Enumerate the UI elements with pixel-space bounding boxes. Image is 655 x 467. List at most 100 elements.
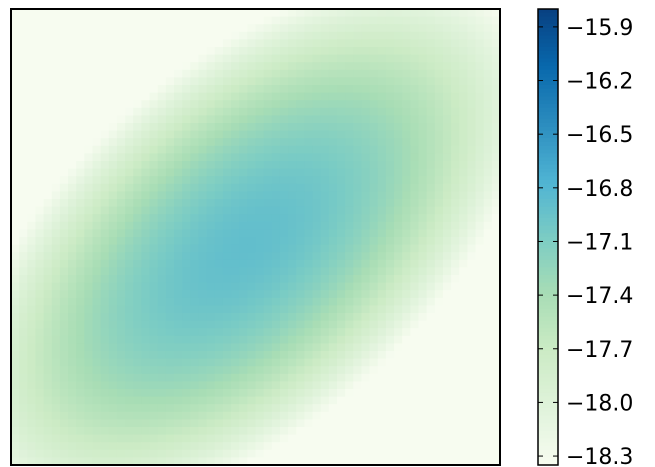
heatmap-cell <box>394 93 403 101</box>
heatmap-cell <box>239 328 248 336</box>
heatmap-cell <box>117 229 126 237</box>
heatmap-cell <box>353 290 362 298</box>
heatmap-cell <box>419 77 428 85</box>
heatmap-cell <box>484 138 493 146</box>
heatmap-cell <box>109 450 118 458</box>
heatmap-cell <box>133 62 142 70</box>
heatmap-cell <box>52 397 61 405</box>
heatmap-cell <box>402 237 411 245</box>
heatmap-cell <box>256 351 265 359</box>
heatmap-cell <box>27 146 36 154</box>
heatmap-cell <box>239 55 248 63</box>
heatmap-cell <box>467 245 476 253</box>
heatmap-cell <box>410 267 419 275</box>
heatmap-cell <box>166 108 175 116</box>
heatmap-cell <box>133 153 142 161</box>
heatmap-cell <box>313 161 322 169</box>
heatmap-cell <box>19 412 28 420</box>
heatmap-cell <box>361 313 370 321</box>
heatmap-cell <box>215 237 224 245</box>
heatmap-cell <box>280 199 289 207</box>
heatmap-cell <box>93 343 102 351</box>
colorbar-segment <box>538 271 558 275</box>
heatmap-cell <box>190 328 199 336</box>
heatmap-cell <box>353 39 362 47</box>
heatmap-cell <box>272 343 281 351</box>
heatmap-cell <box>125 146 134 154</box>
heatmap-cell <box>394 108 403 116</box>
heatmap-cell <box>247 85 256 93</box>
colorbar-segment <box>538 32 558 36</box>
heatmap-cell <box>288 267 297 275</box>
heatmap-cell <box>370 184 379 192</box>
heatmap-cell <box>101 131 110 139</box>
heatmap-cell <box>239 32 248 40</box>
heatmap-cell <box>288 85 297 93</box>
heatmap-cell <box>361 419 370 427</box>
heatmap-cell <box>361 153 370 161</box>
heatmap-cell <box>378 305 387 313</box>
heatmap-cell <box>84 146 93 154</box>
heatmap-cell <box>27 222 36 230</box>
heatmap-cell <box>133 351 142 359</box>
heatmap-cell <box>304 70 313 78</box>
heatmap-cell <box>272 100 281 108</box>
heatmap-cell <box>60 283 69 291</box>
heatmap-cell <box>476 351 485 359</box>
heatmap-cell <box>109 245 118 253</box>
colorbar-segment <box>538 252 558 256</box>
heatmap-cell <box>264 283 273 291</box>
heatmap-cell <box>215 419 224 427</box>
heatmap-cell <box>280 161 289 169</box>
heatmap-cell <box>68 108 77 116</box>
heatmap-cell <box>484 305 493 313</box>
heatmap-cell <box>321 9 330 17</box>
heatmap-cell <box>52 313 61 321</box>
heatmap-cell <box>125 214 134 222</box>
heatmap-cell <box>256 397 265 405</box>
heatmap-cell <box>378 32 387 40</box>
heatmap-cell <box>76 24 85 32</box>
heatmap-cell <box>133 47 142 55</box>
heatmap-cell <box>109 283 118 291</box>
heatmap-cell <box>35 343 44 351</box>
heatmap-cell <box>166 305 175 313</box>
heatmap-cell <box>256 55 265 63</box>
heatmap-cell <box>174 419 183 427</box>
heatmap-cell <box>321 237 330 245</box>
heatmap-cell <box>60 169 69 177</box>
heatmap-cell <box>158 351 167 359</box>
heatmap-cell <box>304 100 313 108</box>
heatmap-cell <box>459 237 468 245</box>
heatmap-cell <box>451 427 460 435</box>
heatmap-cell <box>166 115 175 123</box>
heatmap-cell <box>60 77 69 85</box>
heatmap-cell <box>109 275 118 283</box>
heatmap-cell <box>35 283 44 291</box>
heatmap-cell <box>223 298 232 306</box>
heatmap-cell <box>27 359 36 367</box>
heatmap-cell <box>207 108 216 116</box>
colorbar-segment <box>538 427 558 431</box>
heatmap-cell <box>402 131 411 139</box>
heatmap-cell <box>370 70 379 78</box>
heatmap-cell <box>304 47 313 55</box>
heatmap-cell <box>117 298 126 306</box>
heatmap-cell <box>125 290 134 298</box>
heatmap-cell <box>239 442 248 450</box>
heatmap-cell <box>378 450 387 458</box>
heatmap-cell <box>133 359 142 367</box>
heatmap-cell <box>215 169 224 177</box>
heatmap-cell <box>166 245 175 253</box>
colorbar-segment <box>538 260 558 264</box>
heatmap-cell <box>125 153 134 161</box>
heatmap-cell <box>231 366 240 374</box>
heatmap-cell <box>272 328 281 336</box>
heatmap-cell <box>60 17 69 25</box>
heatmap-cell <box>451 381 460 389</box>
heatmap-cell <box>93 108 102 116</box>
heatmap-cell <box>223 32 232 40</box>
heatmap-cell <box>402 419 411 427</box>
heatmap-cell <box>35 176 44 184</box>
heatmap-cell <box>27 427 36 435</box>
